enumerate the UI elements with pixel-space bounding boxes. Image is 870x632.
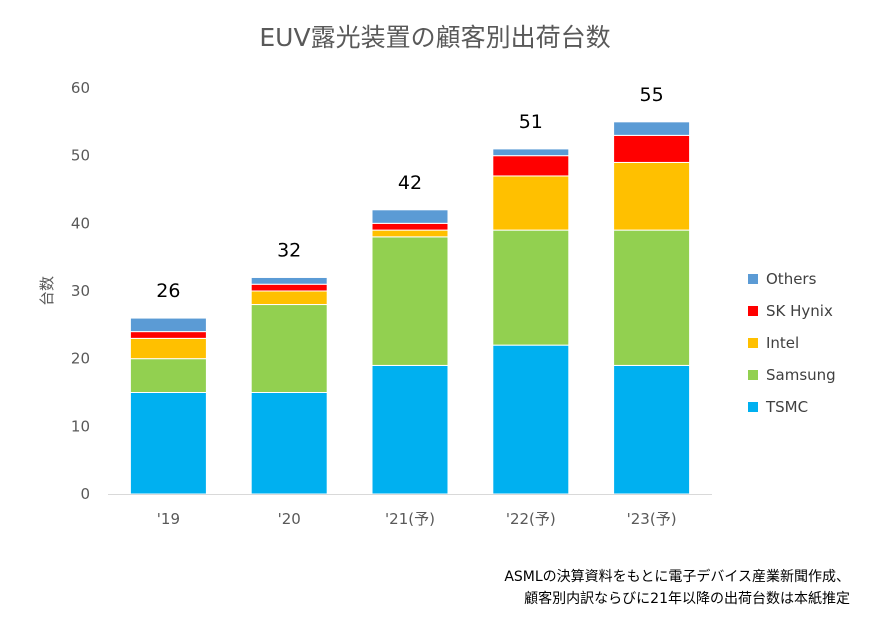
bar-segment-tsmc xyxy=(613,364,691,495)
legend-label-others: Others xyxy=(766,270,817,288)
bar-total-label: 51 xyxy=(519,111,543,133)
bar-segment-intel xyxy=(492,175,570,231)
x-tick-label: '23(予) xyxy=(627,510,677,528)
y-tick-label: 20 xyxy=(71,350,90,368)
y-tick-label: 0 xyxy=(80,485,90,503)
bar-segment-intel xyxy=(250,290,328,306)
y-tick-label: 40 xyxy=(71,214,90,232)
bar-segment-intel xyxy=(371,229,449,238)
legend-swatch-intel xyxy=(748,338,758,348)
y-tick-label: 60 xyxy=(71,79,90,97)
bar-total-label: 55 xyxy=(640,84,664,106)
bar-segment-samsung xyxy=(371,236,449,366)
y-axis-label: 台数 xyxy=(38,276,56,306)
bar-segment-sk-hynix xyxy=(250,283,328,292)
bar-segment-samsung xyxy=(250,304,328,393)
legend-swatch-sk-hynix xyxy=(748,306,758,316)
bar-segment-others xyxy=(371,209,449,224)
y-tick-label: 10 xyxy=(71,417,90,435)
bar-segment-others xyxy=(613,121,691,136)
bar-segment-sk-hynix xyxy=(129,331,207,339)
bar-total-label: 26 xyxy=(156,280,180,302)
bar-segment-tsmc xyxy=(371,364,449,495)
legend-swatch-tsmc xyxy=(748,402,758,412)
legend-label-sk-hynix: SK Hynix xyxy=(766,302,833,320)
legend-label-intel: Intel xyxy=(766,334,799,352)
chart-title: EUV露光装置の顧客別出荷台数 xyxy=(259,23,611,52)
bar-segment-samsung xyxy=(613,229,691,366)
y-tick-label: 30 xyxy=(71,282,90,300)
bar-segment-intel xyxy=(613,161,691,231)
bar-segment-samsung xyxy=(129,358,207,393)
bar-segment-sk-hynix xyxy=(371,222,449,231)
legend-swatch-others xyxy=(748,274,758,284)
source-note-line-2: 顧客別内訳ならびに21年以降の出荷台数は本紙推定 xyxy=(524,591,850,607)
legend-swatch-samsung xyxy=(748,370,758,380)
bar-segment-sk-hynix xyxy=(613,134,691,163)
bar-total-label: 32 xyxy=(277,239,301,261)
bar-segment-intel xyxy=(129,337,207,360)
legend-label-samsung: Samsung xyxy=(766,366,836,384)
bar-segment-others xyxy=(492,148,570,157)
source-note-line-1: ASMLの決算資料をもとに電子デバイス産業新聞作成、 xyxy=(504,569,850,585)
bar-segment-tsmc xyxy=(129,392,207,495)
x-tick-label: '20 xyxy=(278,510,301,528)
bar-total-label: 42 xyxy=(398,172,422,194)
bar-segment-others xyxy=(250,276,328,285)
x-tick-label: '21(予) xyxy=(385,510,435,528)
bar-segment-tsmc xyxy=(250,392,328,495)
legend-label-tsmc: TSMC xyxy=(765,398,808,416)
x-tick-label: '22(予) xyxy=(506,510,556,528)
y-tick-label: 50 xyxy=(71,147,90,165)
bar-segment-sk-hynix xyxy=(492,155,570,177)
source-note: ASMLの決算資料をもとに電子デバイス産業新聞作成、 顧客別内訳ならびに21年以… xyxy=(504,566,850,610)
bar-segment-samsung xyxy=(492,229,570,346)
bar-segment-tsmc xyxy=(492,344,570,495)
x-tick-label: '19 xyxy=(157,510,180,528)
bar-segment-others xyxy=(129,317,207,333)
